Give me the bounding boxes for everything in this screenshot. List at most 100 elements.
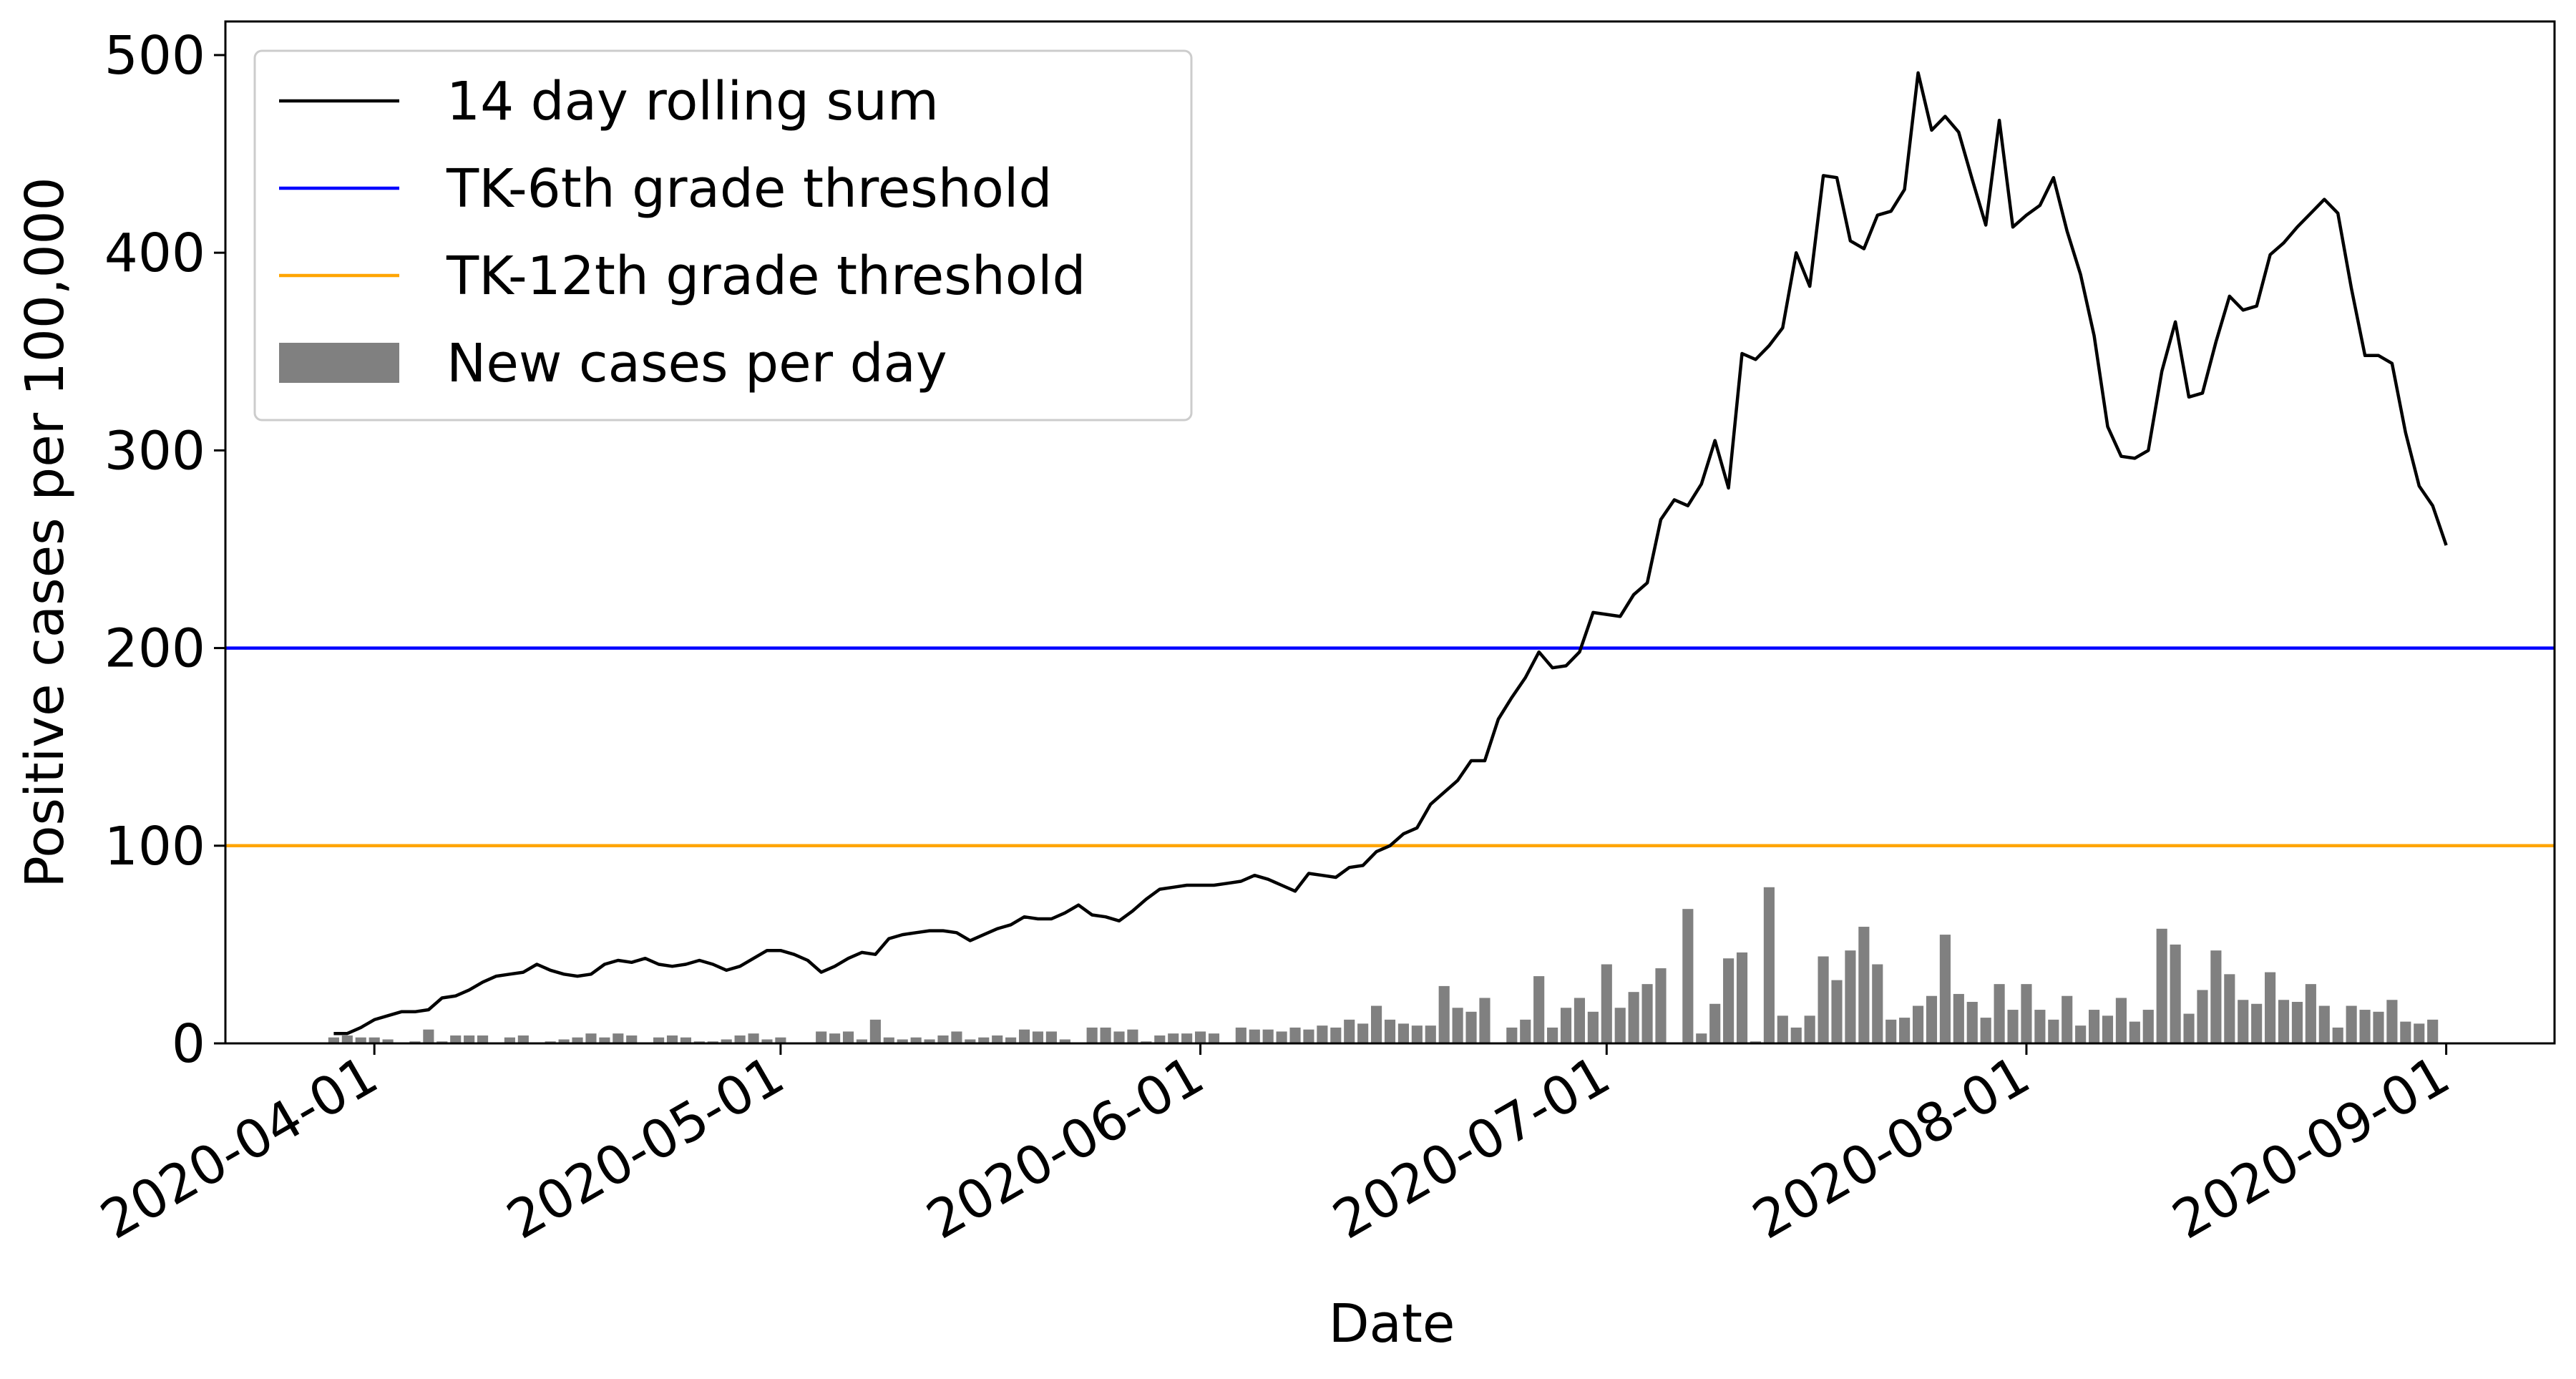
legend-label: TK-12th grade threshold [446,245,1086,307]
bar [1330,1027,1342,1043]
bar [1939,935,1951,1043]
x-tick-label: 2020-08-01 [1743,1044,2040,1252]
bar [464,1035,475,1043]
bar [761,1039,773,1043]
bar [910,1037,922,1043]
bar [1344,1019,1355,1043]
bar [2007,1010,2019,1043]
bar [626,1035,638,1043]
bar [1452,1008,1463,1043]
line [333,71,2448,1036]
bar [1804,1015,1815,1043]
bar [1899,1018,1911,1043]
bar [2305,984,2316,1043]
legend: 14 day rolling sum TK-6th grade threshold… [253,49,1193,422]
bar [680,1037,691,1043]
bar [1005,1037,1017,1043]
bar [2414,1023,2425,1043]
bar [1113,1031,1125,1043]
bar [1682,909,1694,1043]
bar [1709,1003,1721,1043]
bar [1994,984,2005,1043]
bar [1506,1027,1518,1043]
bar [897,1039,908,1043]
bar [1045,1031,1057,1043]
bar [2021,984,2032,1043]
bar [1168,1033,1179,1043]
bar [2062,995,2073,1043]
bar [1818,956,1829,1043]
bar [558,1039,570,1043]
bar [1614,1008,1626,1043]
bar [1438,985,1450,1043]
bar [382,1039,394,1043]
bar [2129,1021,2140,1043]
bar [1560,1008,1572,1043]
x-tick-label: 2020-07-01 [1323,1044,1620,1252]
bar [599,1037,610,1043]
bar [1926,995,1938,1043]
bar [1397,1023,1409,1043]
y-tick-label: 100 [104,816,205,877]
bar [2291,1001,2303,1043]
bar [1845,950,1856,1043]
x-tick-label: 2020-06-01 [917,1044,1214,1252]
bar [477,1035,489,1043]
bar [666,1035,678,1043]
bar [613,1033,624,1043]
bar [355,1037,366,1043]
bar [2251,1003,2263,1043]
bar [1208,1033,1220,1043]
y-tick-label: 0 [172,1013,205,1075]
bar [1831,980,1843,1043]
plot-area [225,71,2555,1043]
bar [328,1037,339,1043]
bar [1723,958,1735,1043]
legend-label: New cases per day [447,333,947,394]
x-tick-label: 2020-05-01 [497,1044,794,1252]
x-tick-label: 2020-04-01 [91,1044,388,1252]
bar [842,1031,854,1043]
bar [816,1031,827,1043]
bar [450,1035,462,1043]
bar [1953,993,1964,1043]
bar [1371,1005,1382,1043]
y-tick-label: 500 [104,25,205,87]
bar [937,1035,949,1043]
bar [2278,1000,2290,1043]
bar [1696,1033,1707,1043]
bar [1235,1027,1246,1043]
x-axis-label: Date [1329,1293,1455,1355]
bar [2089,1010,2100,1043]
bar [1520,1019,1531,1043]
bar [2102,1015,2114,1043]
bar [721,1039,732,1043]
legend-label: 14 day rolling sum [447,71,939,132]
bar [1655,968,1667,1043]
y-tick-label: 300 [104,420,205,482]
bar [2224,974,2235,1043]
bar [1736,952,1748,1043]
bar [1100,1027,1111,1043]
bar [341,1035,353,1043]
bar [585,1033,597,1043]
bar [2142,1010,2154,1043]
bar [2183,1013,2195,1043]
bar [2197,990,2208,1043]
bar [1885,1019,1897,1043]
y-tick-label: 400 [104,223,205,284]
bar [1317,1025,1328,1043]
bar [1154,1035,1166,1043]
bar [1289,1027,1301,1043]
bar [1587,1011,1599,1043]
legend-swatch [279,343,399,383]
bar [924,1039,935,1043]
bar [2115,998,2127,1043]
bar [1181,1033,1193,1043]
bar [1858,927,1870,1043]
y-tick-label: 200 [104,618,205,680]
bar [1127,1029,1138,1043]
bar [829,1033,841,1043]
bar [992,1035,1003,1043]
